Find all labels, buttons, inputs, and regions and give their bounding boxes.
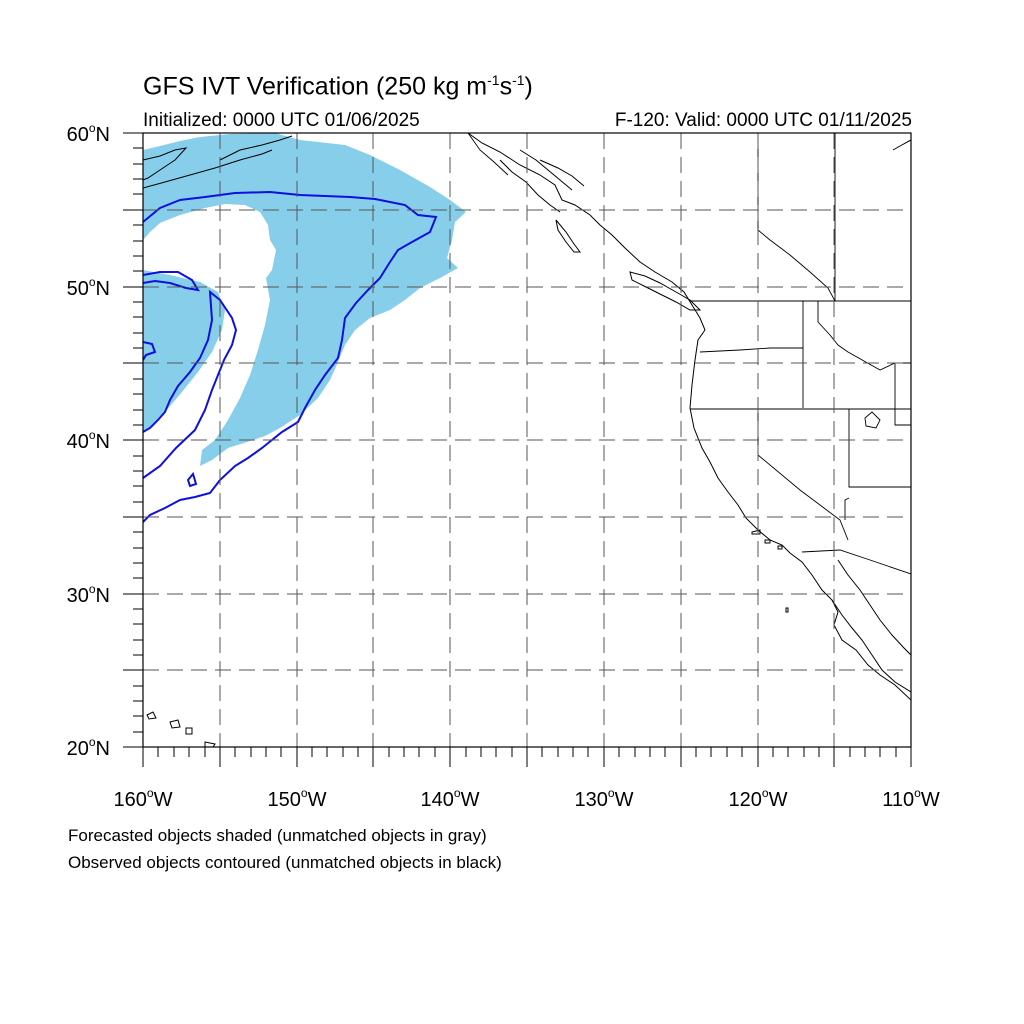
note-forecast: Forecasted objects shaded (unmatched obj… — [68, 826, 487, 845]
forecast-object-west — [143, 270, 225, 432]
coastline-north-america — [467, 133, 911, 701]
lon-label-120: 120oW — [728, 786, 788, 811]
lat-label-60: 60oN — [66, 121, 110, 146]
forecast-objects — [143, 133, 466, 466]
left-minor-ticks — [133, 147, 143, 733]
title-close: ) — [524, 72, 533, 101]
observed-contour-hook — [143, 341, 157, 361]
border-us-mexico — [801, 549, 911, 575]
bottom-major-ticks — [142, 747, 912, 767]
axis-ticks — [123, 132, 912, 767]
plot-title: GFS IVT Verification (250 kg m-1s-1) — [143, 72, 533, 101]
political-borders — [467, 133, 911, 575]
title-mid: s — [499, 72, 513, 101]
initialized-time: Initialized: 0000 UTC 01/06/2025 — [143, 110, 420, 131]
coastline-hawaii — [146, 711, 216, 747]
grid-lines — [143, 133, 911, 747]
border-arizona — [844, 497, 850, 520]
observed-contour-inner — [143, 289, 238, 479]
coastline-haida-gwaii — [555, 219, 581, 253]
lon-label-140: 140oW — [420, 786, 480, 811]
coastline-vancouver-island — [629, 271, 702, 311]
border-nevada-utah — [848, 363, 911, 488]
observed-contour-small — [186, 471, 198, 488]
lon-label-130: 130oW — [574, 786, 634, 811]
lon-label-150: 150oW — [267, 786, 327, 811]
coast-great-salt-lake — [864, 411, 881, 429]
left-major-ticks — [123, 132, 143, 748]
lat-label-40: 40oN — [66, 428, 110, 453]
note-observed: Observed objects contoured (unmatched ob… — [68, 853, 502, 872]
border-bc-alberta — [757, 133, 836, 302]
bottom-minor-ticks — [157, 747, 897, 757]
coastline-alaska-panhandle — [499, 149, 585, 213]
coastline-channel-islands — [751, 529, 789, 613]
lat-label-30: 30oN — [66, 582, 110, 607]
title-exp2: -1 — [512, 72, 525, 88]
lat-label-20: 20oN — [66, 735, 110, 760]
coastline-gulf-of-california — [831, 559, 911, 693]
border-alaska-bc — [467, 133, 509, 176]
title-exp1: -1 — [487, 72, 500, 88]
title-main: GFS IVT Verification (250 kg m — [143, 72, 488, 101]
lon-label-160: 160oW — [113, 786, 173, 811]
lat-label-50: 50oN — [66, 275, 110, 300]
forecast-object-main — [143, 133, 466, 466]
coastline-se-alaska — [892, 139, 911, 151]
observed-contour-loop — [143, 271, 200, 292]
coastline-alaska-peninsula — [143, 135, 293, 189]
lon-label-110: 110oW — [882, 786, 940, 811]
border-washington-idaho-montana — [802, 301, 911, 408]
border-oregon-washington — [699, 347, 803, 353]
valid-time: F-120: Valid: 0000 UTC 01/11/2025 — [614, 110, 912, 131]
